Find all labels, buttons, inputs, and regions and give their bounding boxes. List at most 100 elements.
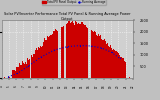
Bar xyxy=(22,61,23,78)
Bar xyxy=(116,51,117,78)
Bar xyxy=(17,67,18,78)
Bar xyxy=(16,67,17,78)
Bar xyxy=(101,39,102,78)
Bar xyxy=(118,53,119,78)
Bar xyxy=(121,57,122,78)
Bar xyxy=(94,31,95,78)
Bar xyxy=(62,27,63,78)
Bar xyxy=(98,34,99,78)
Bar xyxy=(28,60,29,78)
Bar xyxy=(71,22,72,78)
Bar xyxy=(74,25,75,78)
Bar xyxy=(80,24,81,78)
Bar xyxy=(8,77,9,78)
Bar xyxy=(34,54,35,78)
Bar xyxy=(9,77,10,78)
Bar xyxy=(21,65,22,78)
Bar xyxy=(117,52,118,78)
Bar xyxy=(67,23,68,78)
Bar xyxy=(41,47,42,78)
Bar xyxy=(78,23,79,78)
Bar xyxy=(44,38,45,78)
Bar xyxy=(122,58,123,78)
Bar xyxy=(18,67,19,78)
Bar xyxy=(69,20,70,78)
Bar xyxy=(56,30,57,78)
Bar xyxy=(102,40,103,78)
Bar xyxy=(84,24,85,78)
Bar xyxy=(31,55,32,78)
Bar xyxy=(112,50,113,78)
Bar xyxy=(72,21,73,78)
Bar xyxy=(48,37,49,78)
Bar xyxy=(13,70,14,78)
Bar xyxy=(57,31,58,78)
Bar xyxy=(4,77,5,78)
Bar xyxy=(93,32,94,78)
Bar xyxy=(42,46,43,78)
Bar xyxy=(70,23,71,78)
Bar xyxy=(45,40,46,78)
Bar xyxy=(109,47,110,78)
Bar xyxy=(26,64,27,78)
Bar xyxy=(23,63,24,78)
Bar xyxy=(103,40,104,78)
Bar xyxy=(66,24,67,78)
Bar xyxy=(27,58,28,78)
Bar xyxy=(125,62,126,78)
Bar xyxy=(29,59,30,78)
Bar xyxy=(68,21,69,78)
Bar xyxy=(76,22,77,78)
Bar xyxy=(53,31,54,78)
Bar xyxy=(54,31,55,78)
Bar xyxy=(49,36,50,78)
Bar xyxy=(43,42,44,78)
Bar xyxy=(37,50,38,78)
Bar xyxy=(20,65,21,78)
Bar xyxy=(97,36,98,78)
Bar xyxy=(124,61,125,78)
Bar xyxy=(52,35,53,78)
Bar xyxy=(92,31,93,78)
Bar xyxy=(73,23,74,78)
Bar xyxy=(91,30,92,78)
Bar xyxy=(63,26,64,78)
Bar xyxy=(32,57,33,78)
Bar xyxy=(104,39,105,78)
Bar xyxy=(110,45,111,78)
Bar xyxy=(83,24,84,78)
Bar xyxy=(12,70,13,78)
Text: Solar PV/Inverter Performance Total PV Panel & Running Average Power Output: Solar PV/Inverter Performance Total PV P… xyxy=(4,12,130,21)
Bar xyxy=(36,48,37,78)
Bar xyxy=(95,32,96,78)
Bar xyxy=(111,48,112,78)
Bar xyxy=(30,56,31,78)
Bar xyxy=(25,62,26,78)
Bar xyxy=(39,48,40,78)
Bar xyxy=(51,35,52,78)
Bar xyxy=(33,55,34,78)
Bar xyxy=(114,50,115,78)
Bar xyxy=(82,22,83,78)
Bar xyxy=(108,46,109,78)
Bar xyxy=(119,53,120,78)
Bar xyxy=(120,57,121,78)
Bar xyxy=(99,36,100,78)
Bar xyxy=(86,27,87,78)
Bar xyxy=(55,29,56,78)
Bar xyxy=(24,64,25,78)
Bar xyxy=(61,27,62,78)
Bar xyxy=(107,43,108,78)
Bar xyxy=(47,36,48,78)
Bar xyxy=(75,22,76,78)
Bar xyxy=(123,58,124,78)
Bar xyxy=(106,44,107,78)
Legend: Total PV Panel Output, Running Average: Total PV Panel Output, Running Average xyxy=(41,0,106,5)
Bar xyxy=(115,51,116,78)
Bar xyxy=(81,22,82,78)
Bar xyxy=(79,24,80,78)
Bar xyxy=(87,28,88,78)
Bar xyxy=(19,68,20,78)
Bar xyxy=(46,40,47,78)
Bar xyxy=(40,46,41,78)
